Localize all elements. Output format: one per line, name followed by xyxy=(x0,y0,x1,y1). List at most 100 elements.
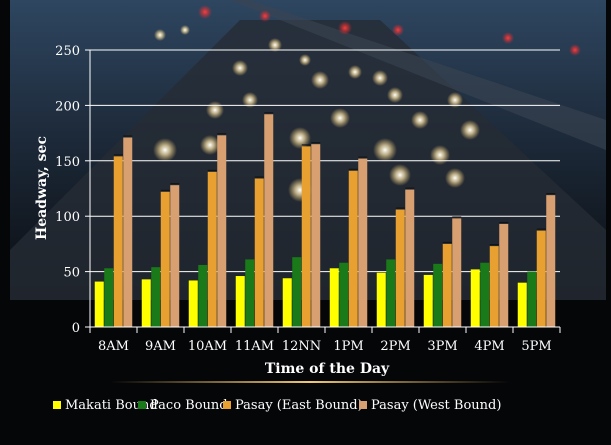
bar xyxy=(358,158,368,327)
headlight-glow xyxy=(373,138,397,162)
taillight-glow xyxy=(338,21,352,35)
headlight-glow xyxy=(200,135,220,155)
bar xyxy=(405,189,415,327)
y-tick-label: 0 xyxy=(72,321,80,336)
headlight-glow xyxy=(289,127,311,149)
bar xyxy=(376,272,386,327)
legend-swatch xyxy=(359,401,367,409)
headlight-glow xyxy=(387,87,403,103)
bar xyxy=(423,274,433,327)
bar xyxy=(386,259,396,327)
bar xyxy=(104,268,114,327)
bar xyxy=(170,185,180,327)
bar xyxy=(339,262,349,327)
bar xyxy=(546,195,556,327)
bar xyxy=(442,243,452,327)
headlight-glow xyxy=(268,38,282,52)
bar xyxy=(527,271,537,327)
x-tick-label: 4PM xyxy=(474,339,504,354)
bar xyxy=(198,264,208,327)
bars xyxy=(94,112,556,327)
bar xyxy=(264,114,274,327)
x-tick-label: 5PM xyxy=(521,339,551,354)
headlight-glow xyxy=(447,92,463,108)
headlight-glow xyxy=(430,145,450,165)
bar xyxy=(348,170,358,327)
y-tick-label: 150 xyxy=(55,155,80,170)
bar xyxy=(254,178,264,327)
headlight-glow xyxy=(299,54,311,66)
headlight-glow xyxy=(242,92,258,108)
x-tick-label: 8AM xyxy=(98,339,129,354)
bar xyxy=(217,135,227,327)
bar xyxy=(301,146,311,327)
legend-swatch xyxy=(53,401,61,409)
x-tick-label: 1PM xyxy=(333,339,363,354)
legend-label: Pasay (East Bound) xyxy=(235,398,363,413)
taillight-glow xyxy=(198,5,212,19)
legend-label: Paco Bound xyxy=(150,398,228,413)
x-tick-label: 11AM xyxy=(235,339,274,354)
x-tick-label: 12NN xyxy=(282,339,321,354)
taillight-glow xyxy=(259,10,271,22)
headlight-glow xyxy=(206,101,224,119)
headlight-glow xyxy=(330,108,350,128)
y-tick-label: 100 xyxy=(55,210,80,225)
bar xyxy=(113,156,123,327)
bar xyxy=(311,144,321,327)
bar xyxy=(517,282,527,327)
legend-swatch xyxy=(223,401,231,409)
bar xyxy=(245,259,255,327)
taillight-glow xyxy=(392,24,404,36)
taillight-glow xyxy=(569,44,581,56)
legend-label: Makati Bound xyxy=(65,398,158,413)
headlight-glow xyxy=(311,71,329,89)
y-axis-label: Headway, sec xyxy=(34,136,50,240)
headlight-glow xyxy=(153,138,177,162)
headlight-glow xyxy=(389,164,411,186)
bar xyxy=(207,171,217,327)
bar xyxy=(123,137,133,327)
bar xyxy=(452,218,462,327)
headlight-glow xyxy=(372,70,388,86)
legend-swatch xyxy=(138,401,146,409)
headlight-glow xyxy=(411,111,429,129)
y-axis-ticks: 0 50 100 150 200 250 xyxy=(55,44,90,336)
bar xyxy=(292,257,302,327)
legend-separator xyxy=(110,381,510,383)
bar xyxy=(188,280,198,327)
legend-label: Pasay (West Bound) xyxy=(371,398,501,413)
y-tick-label: 250 xyxy=(55,44,80,59)
headlight-glow xyxy=(348,65,362,79)
bar xyxy=(499,223,509,327)
bar xyxy=(395,209,405,327)
headlight-glow xyxy=(232,60,248,76)
bar xyxy=(480,262,490,327)
bar xyxy=(470,269,480,327)
x-axis-label: Time of the Day xyxy=(265,361,390,377)
headlight-glow xyxy=(445,168,465,188)
x-tick-label: 9AM xyxy=(145,339,176,354)
y-tick-label: 50 xyxy=(63,266,80,281)
x-axis-ticks: 8AM 9AM 10AM 11AM 12NN 1PM 2PM 3PM 4PM 5PM xyxy=(89,327,561,354)
bar xyxy=(141,279,151,327)
bar xyxy=(235,276,245,327)
x-tick-label: 10AM xyxy=(188,339,227,354)
bar xyxy=(94,281,104,327)
x-tick-label: 3PM xyxy=(427,339,457,354)
bar xyxy=(433,263,443,327)
headlight-glow xyxy=(154,29,166,41)
x-tick-label: 2PM xyxy=(380,339,410,354)
bar xyxy=(536,230,546,327)
bar xyxy=(160,191,170,327)
y-tick-label: 200 xyxy=(55,99,80,114)
bar xyxy=(151,267,161,327)
headlight-glow xyxy=(460,120,480,140)
bar xyxy=(489,246,499,327)
taillight-glow xyxy=(502,32,514,44)
bar xyxy=(282,278,292,327)
bar xyxy=(329,268,339,327)
